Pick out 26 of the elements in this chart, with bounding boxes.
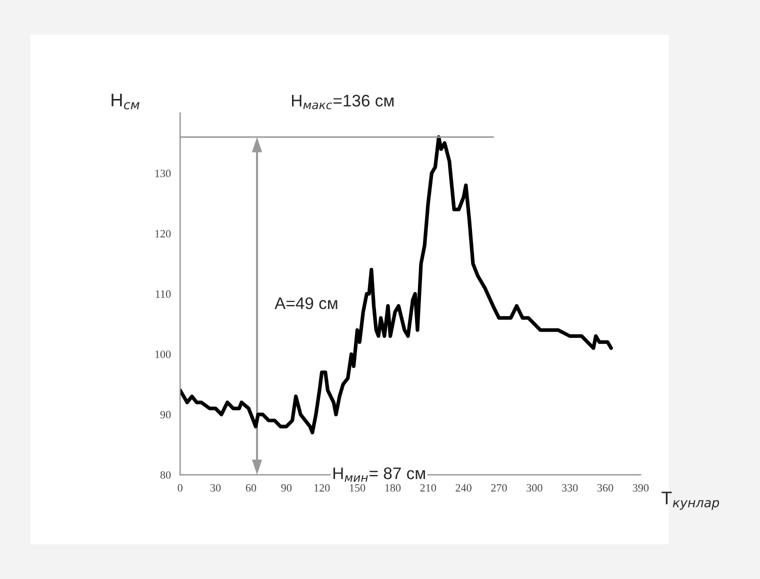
x-tick-label: 30	[210, 484, 221, 492]
y-tick-label: 120	[155, 230, 171, 238]
y-tick-label: 100	[155, 350, 171, 358]
x-tick-label: 390	[632, 484, 649, 492]
y-tick-label: 80	[160, 471, 171, 479]
x-tick-label: 360	[597, 484, 614, 492]
x-axis-title: T$_{кунлар}$	[662, 492, 720, 510]
x-tick-label: 120	[314, 484, 330, 492]
y-tick-label: 90	[160, 410, 171, 418]
y-axis-title: H$_{см}$	[112, 94, 140, 110]
y-tick-label: 110	[156, 290, 171, 298]
x-tick-label: 270	[491, 484, 507, 492]
x-tick-label: 180	[385, 484, 401, 492]
ref-line-label: H$_{макс}$=136 см	[292, 94, 394, 110]
x-tick-label: 240	[456, 484, 472, 492]
x-tick-label: 0	[178, 484, 182, 492]
x-tick-label: 210	[420, 484, 436, 492]
annotation: H$_{мин}$= 87 см	[333, 467, 425, 482]
x-tick-label: 90	[281, 484, 292, 492]
x-tick-label: 300	[526, 484, 542, 492]
x-tick-label: 60	[246, 484, 256, 492]
x-tick-label: 150	[350, 484, 366, 492]
annotation: A=49 см	[274, 297, 338, 310]
line-series	[180, 135, 613, 434]
y-tick-label: 130	[155, 170, 171, 178]
x-tick-label: 330	[562, 484, 578, 492]
